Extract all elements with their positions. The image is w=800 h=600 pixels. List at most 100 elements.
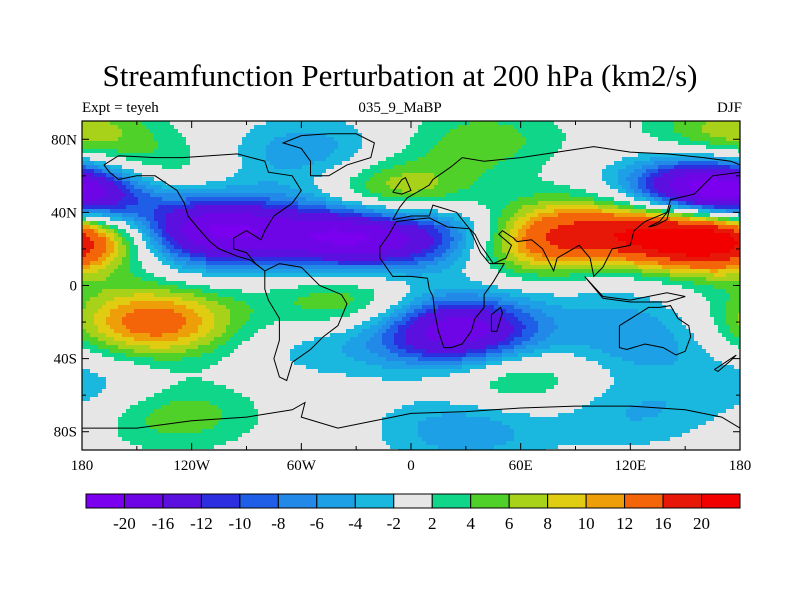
field-cell — [134, 125, 139, 130]
field-cell — [454, 205, 459, 210]
field-cell — [334, 121, 339, 126]
field-cell — [398, 201, 403, 206]
field-cell — [674, 133, 679, 138]
field-cell — [330, 145, 335, 150]
field-cell — [518, 209, 523, 214]
field-cell — [102, 225, 107, 230]
field-cell — [498, 165, 503, 170]
field-cell — [250, 169, 255, 174]
field-cell — [718, 201, 723, 206]
field-cell — [542, 185, 547, 190]
field-cell — [218, 121, 223, 126]
field-cell — [474, 201, 479, 206]
field-cell — [698, 161, 703, 166]
field-cell — [414, 169, 419, 174]
field-cell — [630, 201, 635, 206]
field-cell — [194, 225, 199, 230]
field-cell — [486, 121, 491, 126]
field-cell — [146, 197, 151, 202]
field-cell — [574, 185, 579, 190]
field-cell — [418, 129, 423, 134]
field-cell — [382, 181, 387, 186]
field-cell — [626, 209, 631, 214]
field-cell — [186, 165, 191, 170]
field-cell — [138, 137, 143, 142]
field-cell — [198, 233, 203, 238]
field-cell — [146, 121, 151, 126]
field-cell — [262, 169, 267, 174]
field-cell — [94, 153, 99, 158]
field-cell — [282, 201, 287, 206]
field-cell — [634, 169, 639, 174]
field-cell — [122, 189, 127, 194]
field-cell — [474, 233, 479, 238]
field-cell — [146, 221, 151, 226]
field-cell — [118, 209, 123, 214]
field-cell — [326, 165, 331, 170]
field-cell — [630, 149, 635, 154]
field-cell — [458, 209, 463, 214]
field-cell — [134, 241, 139, 246]
field-cell — [146, 161, 151, 166]
field-cell — [626, 197, 631, 202]
field-cell — [650, 185, 655, 190]
field-cell — [142, 145, 147, 150]
field-cell — [234, 225, 239, 230]
field-cell — [594, 177, 599, 182]
field-cell — [318, 201, 323, 206]
field-cell — [326, 201, 331, 206]
field-cell — [338, 177, 343, 182]
field-cell — [422, 185, 427, 190]
field-cell — [198, 177, 203, 182]
field-cell — [182, 209, 187, 214]
field-cell — [346, 129, 351, 134]
field-cell — [242, 237, 247, 242]
field-cell — [142, 229, 147, 234]
field-cell — [294, 229, 299, 234]
field-cell — [650, 209, 655, 214]
field-cell — [214, 209, 219, 214]
field-cell — [386, 129, 391, 134]
field-cell — [90, 129, 95, 134]
field-cell — [510, 137, 515, 142]
field-cell — [502, 233, 507, 238]
field-cell — [522, 173, 527, 178]
field-cell — [538, 129, 543, 134]
field-cell — [222, 205, 227, 210]
field-cell — [138, 169, 143, 174]
field-cell — [666, 125, 671, 130]
field-cell — [710, 145, 715, 150]
field-cell — [458, 149, 463, 154]
field-cell — [150, 181, 155, 186]
field-cell — [486, 193, 491, 198]
field-cell — [102, 221, 107, 226]
field-cell — [290, 153, 295, 158]
field-cell — [222, 193, 227, 198]
field-cell — [658, 237, 663, 242]
field-cell — [594, 129, 599, 134]
field-cell — [262, 125, 267, 130]
field-cell — [514, 193, 519, 198]
field-cell — [114, 121, 119, 126]
field-cell — [662, 177, 667, 182]
field-cell — [214, 237, 219, 242]
field-cell — [386, 193, 391, 198]
field-cell — [586, 153, 591, 158]
field-cell — [382, 145, 387, 150]
field-cell — [390, 169, 395, 174]
field-cell — [446, 201, 451, 206]
field-cell — [338, 201, 343, 206]
field-cell — [630, 229, 635, 234]
field-cell — [422, 193, 427, 198]
field-cell — [402, 137, 407, 142]
field-cell — [586, 209, 591, 214]
field-cell — [374, 121, 379, 126]
field-cell — [626, 145, 631, 150]
field-cell — [622, 189, 627, 194]
field-cell — [686, 181, 691, 186]
field-cell — [418, 145, 423, 150]
field-cell — [498, 173, 503, 178]
field-cell — [274, 213, 279, 218]
field-cell — [674, 201, 679, 206]
field-cell — [134, 237, 139, 242]
